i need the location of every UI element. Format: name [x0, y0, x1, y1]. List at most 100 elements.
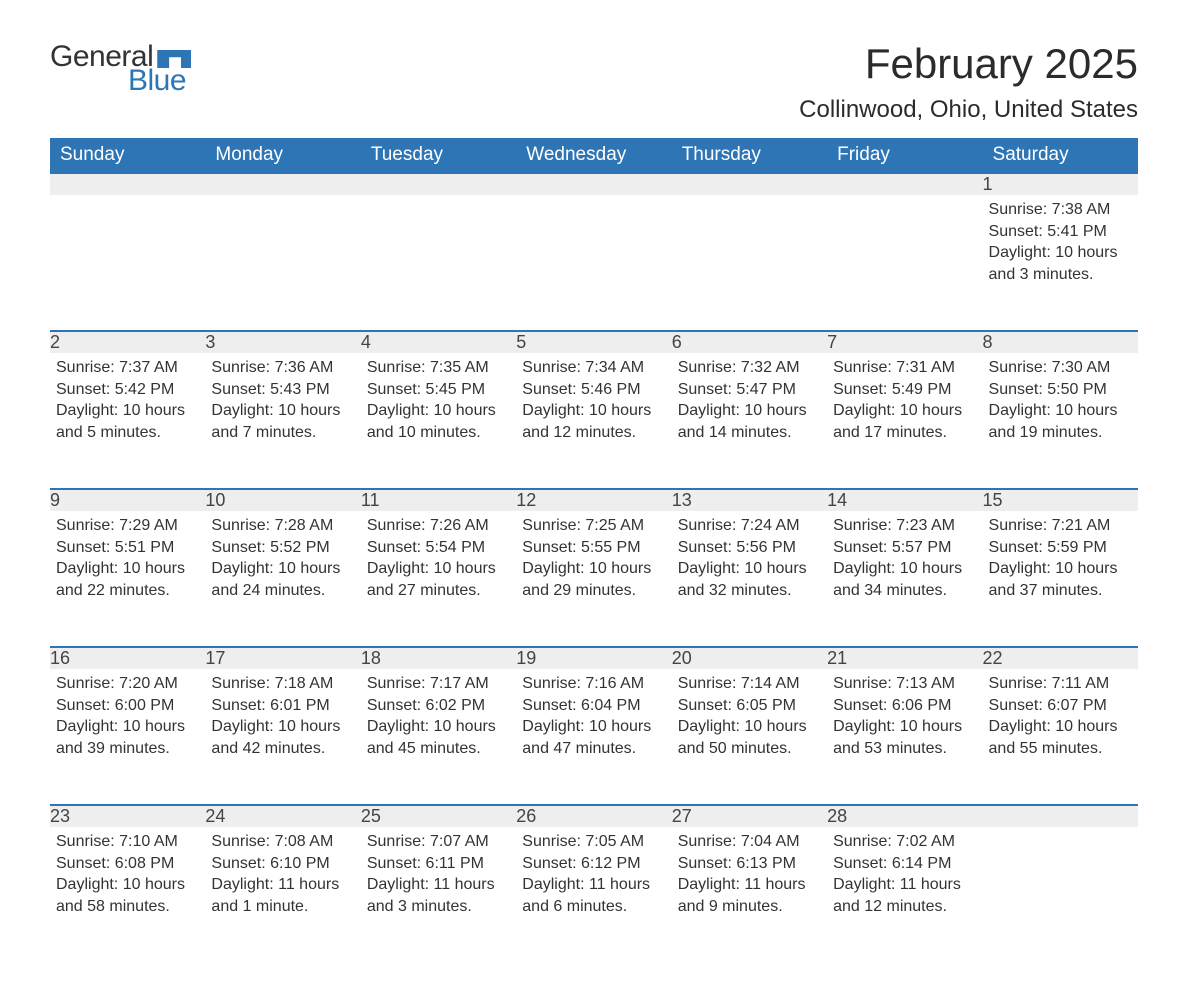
day-cell: Sunrise: 7:30 AMSunset: 5:50 PMDaylight:… [983, 353, 1138, 489]
weekday-header: Wednesday [516, 138, 671, 173]
day-number-cell: 20 [672, 647, 827, 669]
sunset-text: Sunset: 6:13 PM [678, 853, 821, 875]
day-number-cell [672, 173, 827, 195]
brand-part2: Blue [128, 64, 186, 98]
day-cell: Sunrise: 7:10 AMSunset: 6:08 PMDaylight:… [50, 827, 205, 963]
sunrise-text: Sunrise: 7:38 AM [989, 199, 1132, 221]
daylight-text: Daylight: 10 hours and 42 minutes. [211, 716, 354, 759]
calendar-table: Sunday Monday Tuesday Wednesday Thursday… [50, 138, 1138, 963]
daylight-text: Daylight: 10 hours and 3 minutes. [989, 242, 1132, 285]
day-cell: Sunrise: 7:24 AMSunset: 5:56 PMDaylight:… [672, 511, 827, 647]
day-number-cell: 12 [516, 489, 671, 511]
day-cell: Sunrise: 7:25 AMSunset: 5:55 PMDaylight:… [516, 511, 671, 647]
day-cell: Sunrise: 7:36 AMSunset: 5:43 PMDaylight:… [205, 353, 360, 489]
day-content: Sunrise: 7:34 AMSunset: 5:46 PMDaylight:… [516, 353, 671, 463]
day-cell [50, 195, 205, 331]
day-number-cell: 26 [516, 805, 671, 827]
sunset-text: Sunset: 6:01 PM [211, 695, 354, 717]
day-number-cell: 18 [361, 647, 516, 669]
daylight-text: Daylight: 10 hours and 29 minutes. [522, 558, 665, 601]
day-content: Sunrise: 7:20 AMSunset: 6:00 PMDaylight:… [50, 669, 205, 779]
day-content: Sunrise: 7:35 AMSunset: 5:45 PMDaylight:… [361, 353, 516, 463]
day-number-cell: 22 [983, 647, 1138, 669]
sunrise-text: Sunrise: 7:18 AM [211, 673, 354, 695]
daylight-text: Daylight: 10 hours and 7 minutes. [211, 400, 354, 443]
sunset-text: Sunset: 6:11 PM [367, 853, 510, 875]
day-number-cell [983, 805, 1138, 827]
day-content: Sunrise: 7:36 AMSunset: 5:43 PMDaylight:… [205, 353, 360, 463]
day-cell [827, 195, 982, 331]
day-content: Sunrise: 7:31 AMSunset: 5:49 PMDaylight:… [827, 353, 982, 463]
day-number-cell: 24 [205, 805, 360, 827]
day-content: Sunrise: 7:29 AMSunset: 5:51 PMDaylight:… [50, 511, 205, 621]
day-number-cell: 7 [827, 331, 982, 353]
day-cell [205, 195, 360, 331]
day-number-cell: 28 [827, 805, 982, 827]
day-content-row: Sunrise: 7:10 AMSunset: 6:08 PM Daylight:… [50, 827, 1138, 963]
day-number-cell [516, 173, 671, 195]
day-number-cell [361, 173, 516, 195]
day-number-cell: 15 [983, 489, 1138, 511]
day-content: Sunrise: 7:14 AMSunset: 6:05 PMDaylight:… [672, 669, 827, 779]
sunrise-text: Sunrise: 7:29 AM [56, 515, 199, 537]
day-content: Sunrise: 7:24 AMSunset: 5:56 PMDaylight:… [672, 511, 827, 621]
day-content: Sunrise: 7:04 AMSunset: 6:13 PMDaylight:… [672, 827, 827, 937]
sunset-text: Sunset: 6:02 PM [367, 695, 510, 717]
day-cell: Sunrise: 7:04 AMSunset: 6:13 PMDaylight:… [672, 827, 827, 963]
sunset-text: Sunset: 5:45 PM [367, 379, 510, 401]
sunrise-text: Sunrise: 7:16 AM [522, 673, 665, 695]
day-cell: Sunrise: 7:18 AMSunset: 6:01 PMDaylight:… [205, 669, 360, 805]
day-content: Sunrise: 7:23 AMSunset: 5:57 PMDaylight:… [827, 511, 982, 621]
sunrise-text: Sunrise: 7:34 AM [522, 357, 665, 379]
daylight-text: Daylight: 10 hours and 37 minutes. [989, 558, 1132, 601]
sunset-text: Sunset: 6:08 PM [56, 853, 199, 875]
day-cell: Sunrise: 7:35 AMSunset: 5:45 PMDaylight:… [361, 353, 516, 489]
daylight-text: Daylight: 10 hours and 14 minutes. [678, 400, 821, 443]
daylight-text: Daylight: 11 hours and 9 minutes. [678, 874, 821, 917]
day-content-row: Sunrise: 7:29 AMSunset: 5:51 PM Daylight:… [50, 511, 1138, 647]
sunset-text: Sunset: 6:07 PM [989, 695, 1132, 717]
day-cell: Sunrise: 7:08 AMSunset: 6:10 PMDaylight:… [205, 827, 360, 963]
day-number-cell: 6 [672, 331, 827, 353]
day-number-cell: 19 [516, 647, 671, 669]
day-content-row: Sunrise: 7:20 AMSunset: 6:00 PMDaylight:… [50, 669, 1138, 805]
sunset-text: Sunset: 5:52 PM [211, 537, 354, 559]
daylight-text: Daylight: 11 hours and 6 minutes. [522, 874, 665, 917]
day-number-cell: 11 [361, 489, 516, 511]
day-content: Sunrise: 7:30 AMSunset: 5:50 PMDaylight:… [983, 353, 1138, 463]
sunset-text: Sunset: 6:05 PM [678, 695, 821, 717]
sunrise-text: Sunrise: 7:36 AM [211, 357, 354, 379]
day-number-cell: 23 [50, 805, 205, 827]
day-number-cell: 5 [516, 331, 671, 353]
sunrise-text: Sunrise: 7:14 AM [678, 673, 821, 695]
day-number-cell: 13 [672, 489, 827, 511]
day-content: Sunrise: 7:16 AMSunset: 6:04 PMDaylight:… [516, 669, 671, 779]
day-cell: Sunrise: 7:38 AMSunset: 5:41 PMDaylight:… [983, 195, 1138, 331]
day-number-cell: 1 [983, 173, 1138, 195]
day-number-cell: 27 [672, 805, 827, 827]
sunset-text: Sunset: 5:51 PM [56, 537, 199, 559]
daylight-text: Daylight: 10 hours and 47 minutes. [522, 716, 665, 759]
sunrise-text: Sunrise: 7:11 AM [989, 673, 1132, 695]
sunrise-text: Sunrise: 7:28 AM [211, 515, 354, 537]
daylight-text: Daylight: 10 hours and 55 minutes. [989, 716, 1132, 759]
sunrise-text: Sunrise: 7:04 AM [678, 831, 821, 853]
daylight-text: Daylight: 10 hours and 53 minutes. [833, 716, 976, 759]
sunrise-text: Sunrise: 7:10 AM [56, 831, 199, 853]
day-number-cell: 3 [205, 331, 360, 353]
day-content: Sunrise: 7:18 AMSunset: 6:01 PMDaylight:… [205, 669, 360, 779]
day-cell: Sunrise: 7:37 AMSunset: 5:42 PMDaylight:… [50, 353, 205, 489]
day-cell [983, 827, 1138, 963]
daynum-row: 2345678 [50, 331, 1138, 353]
day-content: Sunrise: 7:08 AMSunset: 6:10 PMDaylight:… [205, 827, 360, 937]
sunset-text: Sunset: 5:56 PM [678, 537, 821, 559]
sunset-text: Sunset: 5:42 PM [56, 379, 199, 401]
page-title: February 2025 [799, 40, 1138, 88]
sunrise-text: Sunrise: 7:13 AM [833, 673, 976, 695]
day-content: Sunrise: 7:17 AMSunset: 6:02 PMDaylight:… [361, 669, 516, 779]
calendar-body: 1Sunrise: 7:38 AMSunset: 5:41 PMDaylight… [50, 173, 1138, 963]
day-content: Sunrise: 7:28 AMSunset: 5:52 PMDaylight:… [205, 511, 360, 621]
day-content: Sunrise: 7:05 AMSunset: 6:12 PMDaylight:… [516, 827, 671, 937]
day-content: Sunrise: 7:07 AMSunset: 6:11 PMDaylight:… [361, 827, 516, 937]
sunset-text: Sunset: 5:59 PM [989, 537, 1132, 559]
